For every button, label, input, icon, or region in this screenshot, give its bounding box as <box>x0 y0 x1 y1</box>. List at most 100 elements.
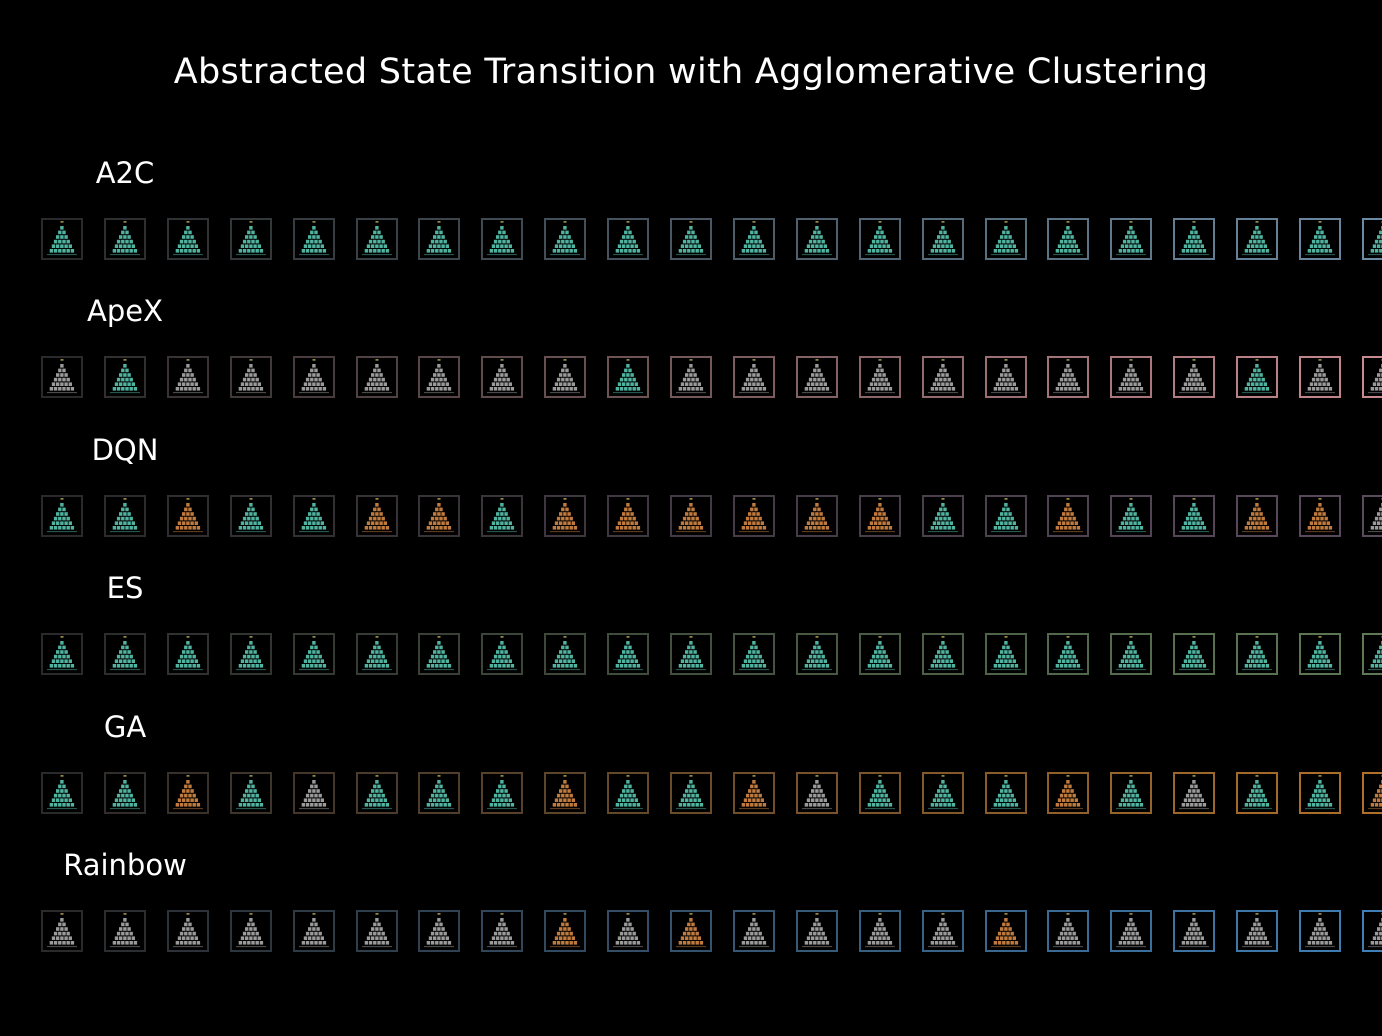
state-frame-orange <box>544 910 587 952</box>
state-frame-orange <box>355 494 398 537</box>
state-frame-teal <box>103 356 146 399</box>
state-frame-orange <box>544 494 587 537</box>
state-frame-orange <box>858 494 901 537</box>
state-frame-teal <box>229 771 272 814</box>
state-frame-gray <box>544 356 587 399</box>
state-frame-teal <box>1361 633 1382 676</box>
state-frame-teal <box>795 218 838 260</box>
state-frame-teal <box>984 771 1027 814</box>
state-frame-orange <box>166 771 209 814</box>
state-frame-teal <box>166 218 209 260</box>
state-frame-gray <box>1173 356 1216 399</box>
state-frame-gray <box>355 356 398 399</box>
state-strip-rainbow <box>0 910 1382 960</box>
state-frame-teal <box>858 771 901 814</box>
state-frame-teal <box>795 633 838 676</box>
state-frame-teal <box>1110 633 1153 676</box>
state-frame-gray <box>795 910 838 952</box>
state-frame-gray <box>858 356 901 399</box>
state-frame-teal <box>1047 633 1090 676</box>
row-label-apex: ApeX <box>87 294 163 329</box>
state-frame-teal <box>1110 494 1153 537</box>
state-frame-gray <box>670 356 712 399</box>
state-frame-teal <box>418 771 461 814</box>
state-frame-teal <box>1299 771 1341 814</box>
state-frame-teal <box>1110 218 1153 260</box>
row-label-dqn: DQN <box>91 432 159 467</box>
state-frame-orange <box>732 771 775 814</box>
state-frame-gray <box>481 356 524 399</box>
state-strip-apex <box>0 356 1382 406</box>
state-frame-teal <box>921 771 964 814</box>
state-frame-teal <box>355 771 398 814</box>
state-frame-orange <box>670 910 712 952</box>
state-frame-teal <box>166 633 209 676</box>
state-frame-teal <box>984 494 1027 537</box>
state-frame-teal <box>418 633 461 676</box>
state-frame-gray <box>355 910 398 952</box>
state-frame-gray <box>858 910 901 952</box>
state-frame-gray <box>1110 356 1153 399</box>
state-frame-teal <box>1236 218 1279 260</box>
state-frame-teal <box>229 633 272 676</box>
state-frame-orange <box>984 910 1027 952</box>
state-frame-teal <box>1173 218 1216 260</box>
state-frame-orange <box>1047 494 1090 537</box>
state-frame-gray <box>1110 910 1153 952</box>
state-strip-es <box>0 633 1382 683</box>
state-frame-orange <box>670 494 712 537</box>
state-frame-gray <box>166 356 209 399</box>
state-frame-gray <box>1361 356 1382 399</box>
state-frame-teal <box>1110 771 1153 814</box>
state-frame-teal <box>1236 356 1279 399</box>
state-frame-teal <box>921 494 964 537</box>
state-frame-orange <box>1236 494 1279 537</box>
state-frame-gray <box>103 910 146 952</box>
state-frame-gray <box>481 910 524 952</box>
state-frame-teal <box>858 218 901 260</box>
state-frame-teal <box>481 494 524 537</box>
state-frame-orange <box>795 494 838 537</box>
state-frame-teal <box>41 771 83 814</box>
state-frame-orange <box>1299 494 1341 537</box>
state-frame-gray <box>607 910 650 952</box>
state-frame-gray <box>795 771 838 814</box>
state-frame-teal <box>670 633 712 676</box>
state-frame-teal <box>103 771 146 814</box>
state-frame-gray <box>1361 494 1382 537</box>
figure-title: Abstracted State Transition with Agglome… <box>173 52 1209 92</box>
state-frame-teal <box>481 771 524 814</box>
state-frame-gray <box>418 910 461 952</box>
state-frame-teal <box>732 218 775 260</box>
state-frame-teal <box>481 633 524 676</box>
state-frame-teal <box>544 218 587 260</box>
state-frame-gray <box>921 356 964 399</box>
state-frame-teal <box>1047 218 1090 260</box>
state-frame-gray <box>1173 771 1216 814</box>
state-frame-teal <box>607 633 650 676</box>
state-frame-gray <box>984 356 1027 399</box>
state-frame-orange <box>418 494 461 537</box>
state-frame-orange <box>166 494 209 537</box>
state-frame-orange <box>607 494 650 537</box>
state-frame-gray <box>292 771 335 814</box>
state-frame-gray <box>229 910 272 952</box>
state-frame-orange <box>1047 771 1090 814</box>
state-frame-gray <box>292 356 335 399</box>
state-frame-teal <box>1173 494 1216 537</box>
state-frame-gray <box>41 356 83 399</box>
state-frame-teal <box>103 633 146 676</box>
state-frame-gray <box>1173 910 1216 952</box>
state-frame-teal <box>103 218 146 260</box>
state-frame-teal <box>229 494 272 537</box>
state-frame-teal <box>292 633 335 676</box>
state-frame-gray <box>418 356 461 399</box>
state-frame-teal <box>732 633 775 676</box>
row-label-es: ES <box>106 571 144 606</box>
state-frame-teal <box>984 218 1027 260</box>
state-frame-teal <box>355 218 398 260</box>
state-frame-teal <box>1361 218 1382 260</box>
state-frame-gray <box>1047 910 1090 952</box>
state-frame-teal <box>1299 218 1341 260</box>
state-frame-gray <box>166 910 209 952</box>
